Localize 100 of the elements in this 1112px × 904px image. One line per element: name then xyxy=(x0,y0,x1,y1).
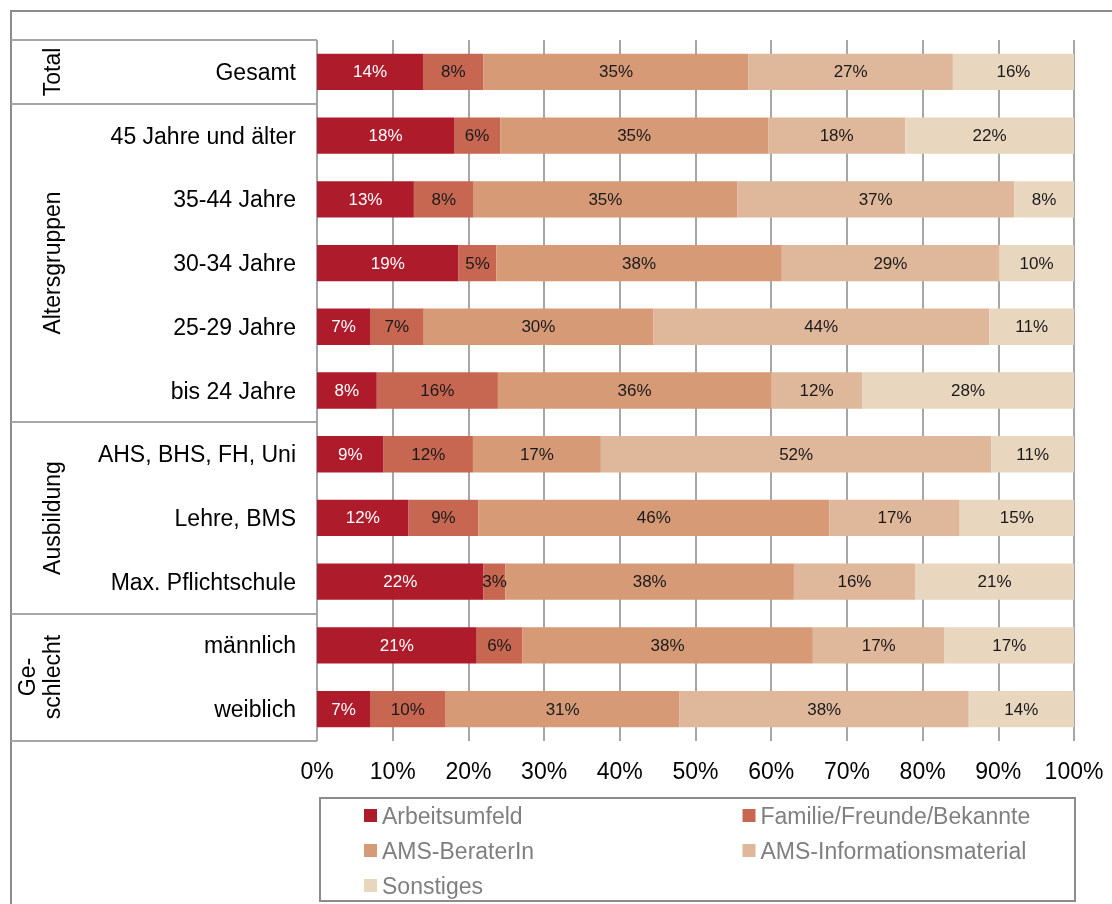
bar xyxy=(781,244,1000,282)
data-label: 21% xyxy=(977,572,1012,592)
bar xyxy=(408,499,479,537)
data-label: 29% xyxy=(873,253,908,273)
data-label: 38% xyxy=(807,699,842,719)
bar xyxy=(944,627,1074,664)
y-tick-label: bis 24 Jahre xyxy=(170,377,296,404)
bar xyxy=(1014,181,1074,218)
bar xyxy=(317,117,455,154)
data-label: 13% xyxy=(348,189,383,209)
data-label: 5% xyxy=(465,253,490,273)
bar xyxy=(959,499,1074,537)
x-tick-label: 20% xyxy=(445,757,492,784)
data-label: 35% xyxy=(588,189,623,209)
bar xyxy=(991,436,1074,473)
y-tick-label: Max. Pflichtschule xyxy=(110,568,296,595)
bar xyxy=(413,181,474,218)
data-label: 12% xyxy=(799,381,834,400)
data-label: 17% xyxy=(861,635,896,655)
bar xyxy=(317,53,423,91)
bar xyxy=(653,308,990,345)
data-label: 3% xyxy=(482,572,507,592)
data-label: 11% xyxy=(1016,444,1050,464)
bar xyxy=(317,563,484,600)
y-tick-label: AHS, BHS, FH, Uni xyxy=(97,441,296,468)
data-label: 7% xyxy=(384,317,410,337)
data-label: 38% xyxy=(650,635,685,655)
text: Ausbildung xyxy=(38,461,66,575)
text: Total xyxy=(38,47,66,97)
y-tick-label: Lehre, BMS xyxy=(174,504,296,531)
data-label: 12% xyxy=(345,508,380,528)
data-label: 16% xyxy=(996,62,1031,82)
bar xyxy=(445,690,680,728)
bar xyxy=(317,181,414,218)
bar xyxy=(915,563,1074,600)
bar xyxy=(968,690,1074,728)
data-label: 44% xyxy=(804,317,839,337)
bar xyxy=(317,690,370,728)
data-label: 17% xyxy=(519,444,554,464)
data-label: 6% xyxy=(487,635,512,655)
data-label: 11% xyxy=(1015,317,1048,337)
data-label: 15% xyxy=(999,508,1034,528)
bar xyxy=(317,372,377,409)
text: Altersgruppen xyxy=(38,191,66,335)
bar xyxy=(317,627,477,664)
data-label: 35% xyxy=(617,126,652,146)
data-label: 38% xyxy=(632,572,667,592)
legend-label: Familie/Freunde/Bekannte xyxy=(760,802,1031,829)
x-tick-label: 60% xyxy=(748,757,795,784)
data-label: 27% xyxy=(833,62,868,82)
data-label: 17% xyxy=(877,508,912,528)
bar xyxy=(862,372,1074,409)
data-label: 8% xyxy=(334,381,360,400)
bar xyxy=(999,244,1074,282)
bar xyxy=(496,244,782,282)
data-label: 52% xyxy=(779,444,814,464)
data-label: 14% xyxy=(352,62,388,82)
x-tick-label: 10% xyxy=(369,757,416,784)
data-label: 30% xyxy=(521,317,556,337)
bar xyxy=(748,53,953,91)
data-label: 7% xyxy=(331,317,356,337)
data-label: 6% xyxy=(464,126,490,146)
bar xyxy=(478,499,830,537)
data-label: 31% xyxy=(545,699,580,719)
legend-label: Sonstiges xyxy=(382,872,484,899)
data-label: 16% xyxy=(420,381,455,400)
x-tick-label: 40% xyxy=(596,757,643,784)
x-tick-label: 100% xyxy=(1044,757,1104,784)
bar xyxy=(317,499,409,537)
data-label: 12% xyxy=(411,444,446,464)
data-label: 37% xyxy=(858,189,893,209)
bar xyxy=(497,372,772,409)
bar xyxy=(423,308,654,345)
data-label: 8% xyxy=(431,189,457,209)
bar xyxy=(472,436,601,473)
x-tick-label: 80% xyxy=(899,757,946,784)
data-label: 10% xyxy=(1019,253,1054,273)
data-label: 9% xyxy=(431,508,456,528)
data-label: 19% xyxy=(370,253,405,273)
data-label: 36% xyxy=(617,381,652,400)
y-tick-label: 35-44 Jahre xyxy=(173,186,296,213)
data-label: 10% xyxy=(390,699,425,719)
y-tick-label: 30-34 Jahre xyxy=(173,250,296,277)
data-label: 35% xyxy=(599,62,634,82)
y-tick-label: Gesamt xyxy=(215,58,297,85)
y-tick-label: weiblich xyxy=(213,696,296,723)
bar xyxy=(500,117,769,154)
bar xyxy=(483,53,749,91)
data-label: 17% xyxy=(992,635,1027,655)
bar xyxy=(522,627,813,664)
data-label: 22% xyxy=(383,572,418,592)
data-label: 38% xyxy=(622,253,657,273)
bar xyxy=(317,436,384,473)
bar xyxy=(317,308,370,345)
data-label: 28% xyxy=(951,381,986,400)
text: Ge- schlecht xyxy=(13,635,65,720)
data-label: 8% xyxy=(440,62,466,82)
bar xyxy=(793,563,916,600)
bar xyxy=(505,563,794,600)
bar xyxy=(383,436,473,473)
